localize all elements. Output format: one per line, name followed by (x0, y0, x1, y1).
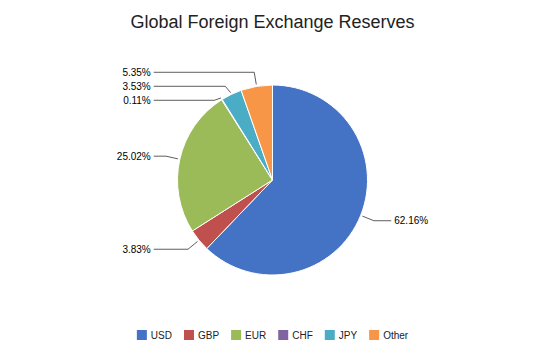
title: Global Foreign Exchange Reserves (130, 12, 414, 32)
legend-item: GBP (184, 330, 219, 341)
legend-label: Other (383, 330, 409, 341)
data-label: 62.16% (394, 215, 428, 226)
chart-container: Global Foreign Exchange Reserves 62.16% 3.… (0, 0, 545, 353)
leader-line (154, 86, 231, 92)
pie-slice (241, 85, 272, 180)
leader-line (154, 98, 221, 100)
legend-swatch (325, 330, 335, 340)
legend-item: JPY (325, 330, 358, 341)
legend-item: EUR (231, 330, 266, 341)
legend-swatch (184, 330, 194, 340)
legend-swatch (231, 330, 241, 340)
legend: USD GBP EUR CHF JPY Other (137, 330, 409, 341)
legend-label: CHF (292, 330, 313, 341)
data-label: 25.02% (117, 151, 151, 162)
legend-item: USD (137, 330, 172, 341)
legend-label: GBP (198, 330, 219, 341)
legend-item: CHF (278, 330, 313, 341)
legend-label: EUR (245, 330, 266, 341)
data-label: 5.35% (122, 67, 150, 78)
pie: 62.16% 3.83% 25.02% 0.11% 3.53% 5.35% (117, 67, 428, 275)
leader-line (362, 216, 391, 221)
legend-swatch (137, 330, 147, 340)
data-label: 0.11% (123, 95, 151, 106)
chart: Global Foreign Exchange Reserves 62.16% 3.… (0, 0, 545, 353)
leader-line (154, 241, 198, 249)
data-label: 3.53% (122, 81, 150, 92)
legend-label: USD (151, 330, 172, 341)
legend-label: JPY (339, 330, 358, 341)
legend-swatch (369, 330, 379, 340)
data-label: 3.83% (122, 244, 150, 255)
legend-swatch (278, 330, 288, 340)
leader-line (154, 156, 178, 159)
legend-item: Other (369, 330, 409, 341)
leader-line (154, 72, 257, 84)
